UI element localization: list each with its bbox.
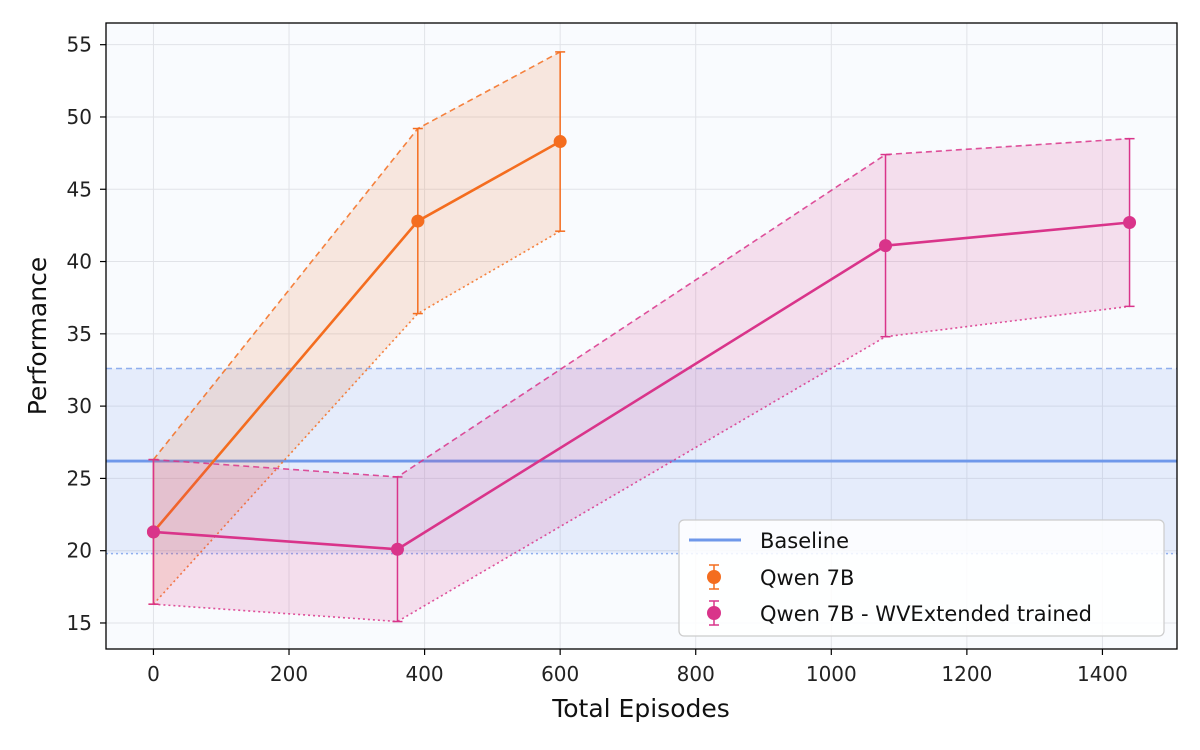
data-point — [1123, 216, 1137, 230]
x-tick-label: 1200 — [941, 662, 992, 686]
series-upper-line — [153, 137, 1130, 478]
x-tick-label: 0 — [147, 662, 160, 686]
data-point — [411, 214, 425, 228]
y-tick-label: 35 — [67, 322, 92, 346]
series-lower-line — [152, 230, 561, 605]
x-tick-label: 800 — [677, 662, 715, 686]
legend-qwen7b-label: Qwen 7B — [760, 566, 854, 590]
data-point — [553, 135, 567, 149]
y-tick-label: 30 — [67, 394, 92, 418]
x-tick-label: 1400 — [1077, 662, 1128, 686]
legend-qwen7b-swatch — [707, 564, 721, 590]
series-line — [153, 221, 1130, 551]
y-tick-label: 55 — [67, 33, 92, 57]
plot-frame — [105, 22, 1178, 650]
y-tick-label: 15 — [67, 611, 92, 635]
legend-wvextended-label: Qwen 7B - WVExtended trained — [760, 602, 1092, 626]
x-axis-label: Total Episodes — [551, 694, 730, 723]
y-tick-label: 25 — [67, 466, 92, 490]
x-tick-label: 600 — [541, 662, 579, 686]
data-point — [390, 542, 404, 556]
x-tick-label: 200 — [270, 662, 308, 686]
y-tick-label: 50 — [67, 105, 92, 129]
y-axis-label: Performance — [23, 257, 52, 415]
x-tick-label: 1000 — [806, 662, 857, 686]
legend-box — [678, 519, 1165, 637]
y-tick-label: 20 — [67, 539, 92, 563]
axis-ticks: 0 200 400 600 800 1000 1200 1400 15 20 25 30 35 40 45 5… — [67, 33, 1128, 686]
legend-baseline-label: Baseline — [760, 529, 849, 553]
y-tick-label: 45 — [67, 177, 92, 201]
legend-wvextended-swatch — [707, 600, 721, 626]
data-point — [879, 239, 893, 253]
series-group — [146, 51, 1137, 623]
x-tick-label: 400 — [405, 662, 443, 686]
y-tick-label: 40 — [67, 250, 92, 274]
data-point — [146, 525, 160, 539]
series-1 — [146, 137, 1137, 623]
legend: Baseline Qwen 7B Qwen 7B - WVExtended tr… — [678, 519, 1165, 637]
